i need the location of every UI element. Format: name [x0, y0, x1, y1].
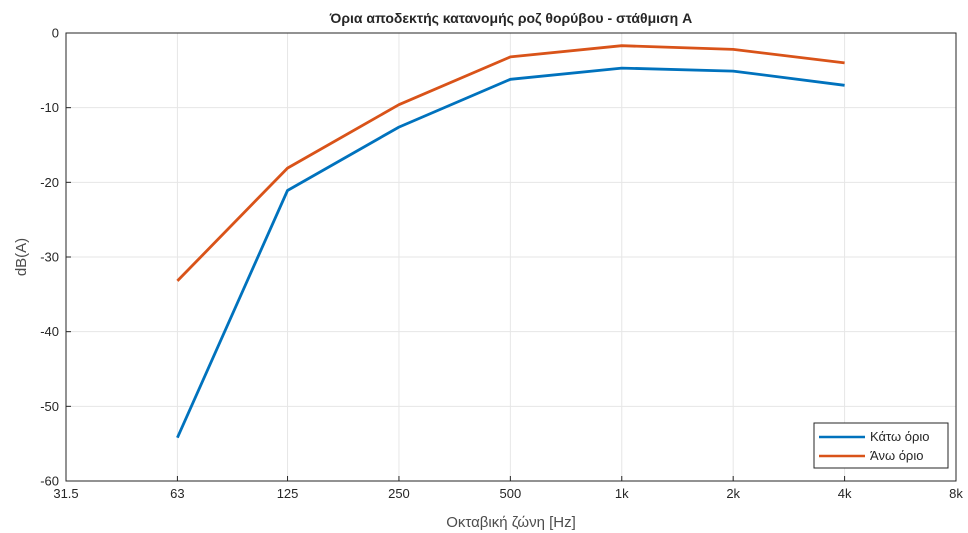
x-tick-label: 63: [170, 486, 184, 501]
series-layer: [176, 44, 845, 439]
x-tick-label: 250: [388, 486, 410, 501]
y-axis-label: dB(A): [13, 238, 30, 276]
y-tick-label: -10: [40, 100, 59, 115]
x-axis-ticks: 31.5 63 125 250 500 1k 2k 4k 8k: [53, 476, 963, 501]
series-line-upper-limit: [176, 44, 845, 282]
legend-label-lower: Κάτω όριο: [870, 429, 929, 444]
x-tick-label: 1k: [615, 486, 629, 501]
x-axis-label: Οκταβική ζώνη [Hz]: [446, 514, 576, 531]
x-tick-label: 8k: [949, 486, 963, 501]
y-tick-label: -60: [40, 474, 59, 489]
x-tick-label: 500: [500, 486, 522, 501]
y-axis-ticks: 0 -10 -20 -30 -40 -50 -60: [40, 26, 71, 489]
y-tick-label: 0: [52, 26, 59, 41]
x-tick-label: 2k: [726, 486, 740, 501]
y-tick-label: -40: [40, 324, 59, 339]
legend-box: [813, 422, 949, 469]
x-tick-label: 125: [277, 486, 299, 501]
y-tick-label: -30: [40, 250, 59, 265]
x-tick-label: 4k: [838, 486, 852, 501]
series-line-lower-limit: [176, 66, 845, 439]
legend: Κάτω όριο Άνω όριο: [813, 422, 949, 469]
legend-label-upper: Άνω όριο: [870, 448, 923, 463]
y-tick-label: -20: [40, 175, 59, 190]
chart-title: Όρια αποδεκτής κατανομής ροζ θορύβου - σ…: [329, 10, 692, 26]
y-tick-label: -50: [40, 399, 59, 414]
x-tick-label: 31.5: [53, 486, 78, 501]
